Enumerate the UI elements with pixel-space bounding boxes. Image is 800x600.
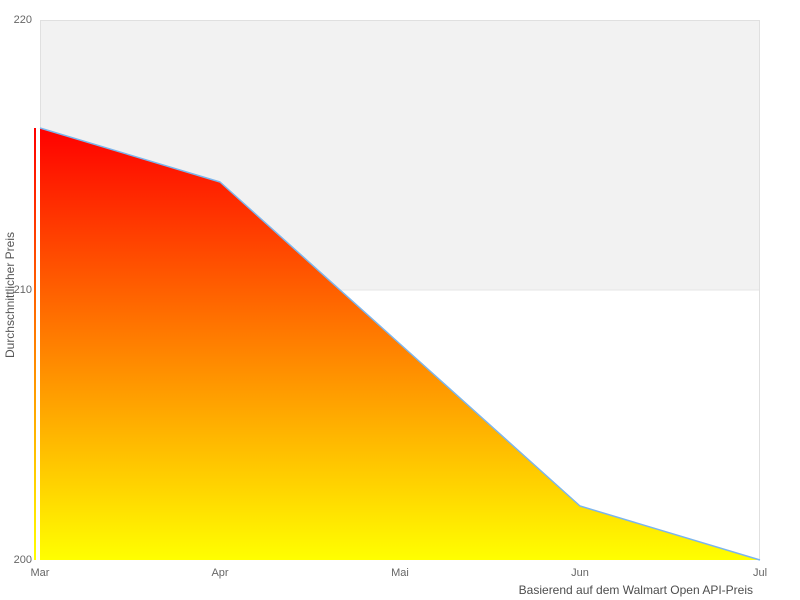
left-edge-stripe [34, 128, 36, 560]
x-tick-label: Jul [752, 567, 768, 579]
y-axis-title: Durchschnittlicher Preis [3, 231, 17, 359]
x-tick-label: Apr [211, 567, 229, 579]
y-tick-label: 210 [13, 284, 32, 296]
x-tick-label: Mai [391, 567, 409, 579]
x-tick-label: Mar [30, 567, 50, 579]
price-line [39, 127, 761, 561]
y-tick-label: 220 [13, 14, 32, 26]
x-tick-label: Jun [571, 567, 589, 579]
x-axis-title: Basierend auf dem Walmart Open API-Preis [518, 583, 753, 597]
y-tick-label: 200 [13, 554, 32, 566]
